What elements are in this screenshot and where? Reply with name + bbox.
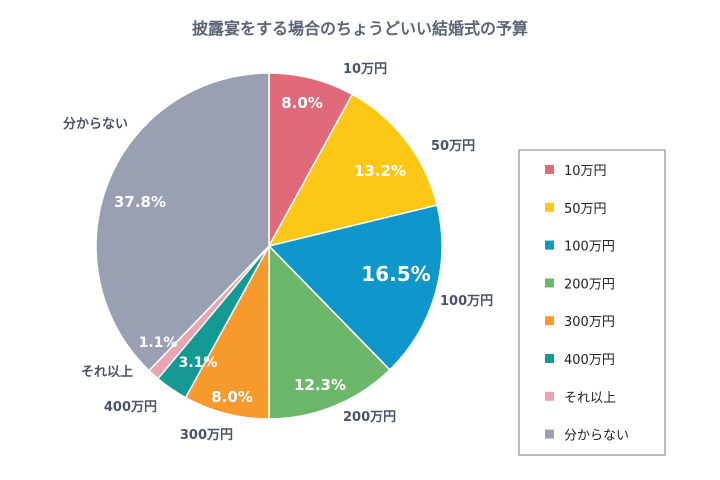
legend-label: 200万円 [564,277,615,292]
pie-slice [95,72,270,372]
legend-swatch [545,202,554,212]
pie-slice [267,204,443,371]
legend-box [518,149,666,456]
slice-percent-label: 8.0% [211,388,253,406]
slice-category-label: 分からない [63,116,128,132]
slice-category-label: 200万円 [343,410,396,425]
legend-swatch [545,391,554,401]
pie-slice [267,93,438,248]
slice-percent-label: 37.8% [114,193,166,211]
legend-label: 50万円 [564,202,607,217]
legend-swatch [545,429,554,439]
slice-category-label: 100万円 [440,294,493,309]
slice-category-label: 10万円 [343,62,387,77]
legend-swatch [545,240,554,250]
slice-category-label: それ以上 [81,365,133,380]
pie-slice [268,244,391,420]
slice-percent-label: 8.0% [281,94,323,112]
legend-swatch [545,354,554,363]
legend-label: 10万円 [564,164,607,179]
legend-swatch [545,278,554,288]
chart-title: 披露宴をする場合のちょうどいい結婚式の予算 [192,19,528,38]
legend-label: 400万円 [564,353,615,368]
legend-swatch [545,165,554,174]
slice-percent-label: 12.3% [294,376,346,394]
legend-label: 分からない [564,429,629,444]
legend-label: 100万円 [564,240,615,255]
legend-label: それ以上 [564,391,616,406]
slice-percent-label: 13.2% [354,162,406,180]
slice-percent-label: 3.1% [179,355,218,371]
slice-percent-label: 16.5% [361,262,430,286]
slice-percent-label: 1.1% [139,335,178,351]
slice-category-label: 300万円 [180,428,233,443]
slice-category-label: 400万円 [104,400,157,415]
slice-category-label: 50万円 [431,139,475,154]
legend-swatch [545,316,554,326]
legend-label: 300万円 [564,315,615,330]
